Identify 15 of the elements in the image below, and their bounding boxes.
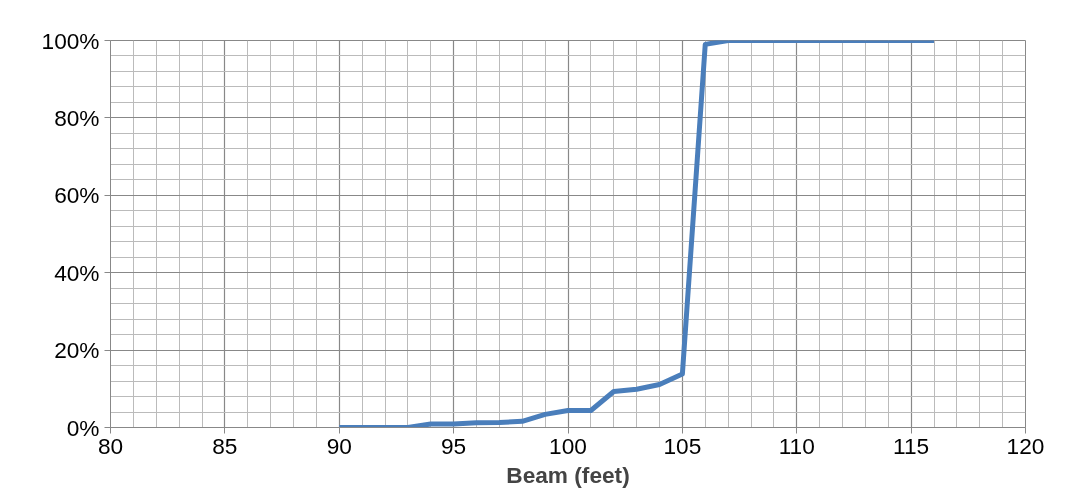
y-tick-label: 80% (54, 104, 100, 131)
x-tick-label: 115 (893, 432, 930, 459)
y-tick-label: 100% (41, 27, 100, 54)
x-tick-label: 105 (663, 432, 702, 459)
y-tick-label: 40% (54, 259, 100, 286)
x-tick-label: 110 (778, 432, 815, 459)
x-tick-label: 90 (326, 432, 352, 459)
y-tick-label: 60% (54, 182, 100, 209)
y-tick-label: 0% (66, 414, 100, 441)
y-tick-label: 20% (54, 337, 100, 364)
x-tick-label: 95 (441, 432, 467, 459)
x-tick-label: 120 (1006, 432, 1045, 459)
x-tick-label: 100 (549, 432, 587, 459)
x-tick-label: 85 (212, 432, 238, 459)
x-axis-title: Beam (feet) (506, 461, 630, 488)
